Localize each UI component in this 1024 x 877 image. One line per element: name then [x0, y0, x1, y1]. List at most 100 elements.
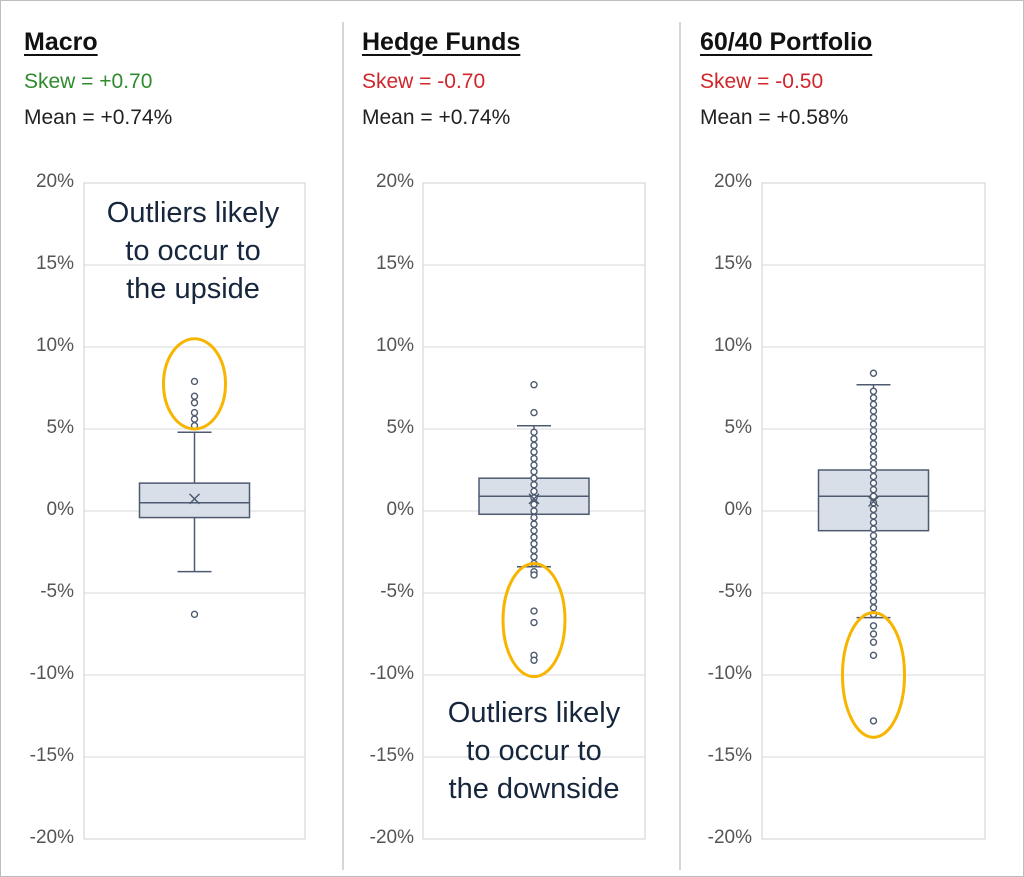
y-tick-label: 5% [46, 417, 74, 438]
outlier-annotation: Outliers likely to occur to the upside [83, 194, 303, 308]
outlier-point [869, 622, 878, 630]
outlier-annotation: Outliers likely to occur to the downside [424, 694, 644, 808]
data-point [869, 400, 878, 409]
outlier-point [869, 651, 878, 660]
outlier-point [530, 381, 538, 389]
data-point [869, 466, 878, 474]
outlier-highlight-ellipse [501, 561, 567, 679]
data-point [530, 553, 538, 561]
outlier-point [530, 656, 538, 664]
outlier-highlight-ellipse [841, 611, 906, 739]
y-tick-label: 0% [724, 499, 752, 520]
annotation-line: the upside [126, 273, 260, 305]
outlier-point [869, 717, 878, 725]
data-point [530, 428, 538, 436]
outlier-point [869, 369, 878, 377]
data-point [869, 590, 878, 599]
panel-title-60-40-portfolio: 60/40 Portfolio [700, 28, 873, 56]
skew-label-60-40-portfolio: Skew = -0.50 [700, 70, 824, 93]
y-tick-label: -5% [718, 581, 752, 602]
y-tick-label: 10% [375, 335, 414, 356]
annotation-line: the downside [448, 773, 620, 805]
outlier-point [190, 399, 199, 407]
y-tick-label: 15% [375, 253, 414, 274]
data-point [530, 500, 538, 509]
y-tick-label: -5% [380, 581, 414, 602]
data-point [869, 584, 878, 592]
data-point [530, 481, 538, 489]
data-point [869, 472, 878, 481]
annotation-line: to occur to [125, 235, 261, 267]
skew-label-macro: Skew = +0.70 [24, 70, 153, 93]
data-point [869, 485, 878, 494]
y-tick-label: -20% [29, 827, 74, 848]
data-point [869, 545, 878, 553]
data-point [869, 577, 878, 586]
y-tick-label: 5% [386, 417, 414, 438]
outlier-point [530, 607, 538, 615]
data-point [530, 540, 538, 548]
panel-title-macro: Macro [24, 28, 98, 56]
data-point [869, 453, 878, 461]
y-tick-label: -15% [707, 745, 752, 766]
data-point [530, 467, 538, 476]
y-tick-label: -20% [369, 827, 414, 848]
data-point [869, 571, 878, 579]
data-point [869, 525, 878, 533]
data-point [530, 441, 538, 450]
y-tick-label: -15% [369, 745, 414, 766]
annotation-line: Outliers likely [447, 697, 621, 729]
y-tick-label: 15% [35, 253, 74, 274]
outlier-point [530, 618, 538, 627]
y-tick-label: 20% [713, 171, 752, 192]
y-tick-label: -10% [707, 663, 752, 684]
skew-label-hedge-funds: Skew = -0.70 [362, 70, 486, 93]
data-point [530, 513, 538, 522]
data-point [869, 604, 878, 612]
data-point [869, 538, 878, 546]
outlier-point [530, 571, 538, 579]
outlier-point [190, 392, 199, 400]
data-point [530, 474, 538, 482]
data-point [530, 461, 538, 469]
outlier-point [190, 610, 199, 619]
data-point [869, 518, 878, 527]
outlier-point [869, 630, 878, 638]
data-point [869, 426, 878, 435]
data-point [869, 446, 878, 455]
data-point [869, 597, 878, 605]
outlier-point [530, 408, 538, 417]
outlier-point [190, 415, 199, 423]
data-point [869, 394, 878, 402]
data-point [530, 520, 538, 528]
panel-title-hedge-funds: Hedge Funds [362, 28, 521, 56]
data-point [869, 564, 878, 573]
y-tick-label: -20% [707, 827, 752, 848]
y-tick-label: 10% [713, 335, 752, 356]
y-tick-label: -15% [29, 745, 74, 766]
y-tick-label: -10% [369, 663, 414, 684]
mean-marker [188, 493, 201, 505]
outlier-highlight-ellipse [162, 337, 227, 431]
data-point [530, 546, 538, 555]
y-tick-label: 0% [386, 499, 414, 520]
data-point [869, 459, 878, 468]
mean-marker [867, 495, 880, 508]
mean-label-60-40-portfolio: Mean = +0.58% [700, 106, 849, 129]
y-tick-label: 15% [713, 253, 752, 274]
data-point [869, 387, 878, 395]
annotation-line: Outliers likely [106, 197, 280, 229]
y-tick-label: 0% [46, 499, 74, 520]
y-tick-label: 20% [35, 171, 74, 192]
data-point [530, 507, 538, 515]
data-point [869, 407, 878, 415]
data-point [869, 420, 878, 428]
mean-label-macro: Mean = +0.74% [24, 106, 173, 129]
data-point [530, 533, 538, 541]
y-tick-label: -5% [40, 581, 74, 602]
data-point [869, 433, 878, 441]
plot-area-border [83, 182, 306, 840]
data-point [530, 448, 538, 456]
data-point [869, 531, 878, 540]
